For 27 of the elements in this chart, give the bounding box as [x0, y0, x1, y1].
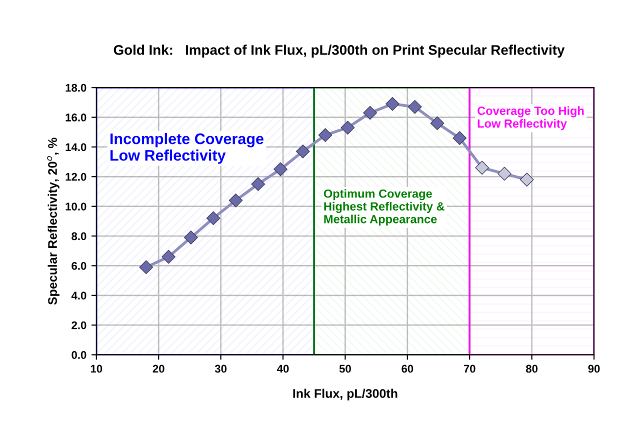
y-tick-label: 10.0	[66, 202, 86, 210]
y-tick-label: 8.0	[72, 232, 86, 240]
y-tick-label: 18.0	[66, 84, 86, 92]
band-label: Coverage Too High Low Reflectivity	[478, 106, 584, 130]
band-label: Optimum Coverage Highest Reflectivity & Metallic Appearance	[324, 189, 444, 226]
y-tick-label: 0.0	[72, 351, 86, 359]
x-tick-label: 60	[402, 364, 414, 373]
x-tick-label: 80	[526, 364, 538, 373]
y-tick-label: 4.0	[71, 292, 86, 300]
x-tick-label: 30	[214, 364, 227, 373]
point	[184, 230, 198, 244]
x-tick-label: 70	[464, 364, 476, 373]
y-tick-label: 14.0	[66, 143, 86, 152]
y-tick-label: 2.0	[72, 321, 86, 330]
x-tick-label: 50	[339, 364, 351, 373]
x-axis-title: Ink Flux, pL/300th	[293, 388, 398, 400]
x-tick-label: 20	[152, 364, 164, 373]
band-label: Incomplete Coverage Low Reflectivity	[110, 133, 264, 164]
y-tick-label: 16.0	[66, 114, 86, 122]
x-tick-label: 90	[588, 364, 600, 373]
x-tick-label: 10	[90, 364, 102, 373]
point	[430, 116, 444, 130]
y-tick-label: 6.0	[72, 262, 86, 270]
y-tick-label: 12.0	[66, 172, 86, 181]
y-axis-title: Specular Reflectivity, 20$^{o}$, %	[47, 138, 60, 305]
chart-title: Gold Ink: Impact of Ink Flux, pL/300th on Print Specular Reflectivity	[114, 44, 565, 58]
x-tick-label: 40	[277, 364, 289, 373]
